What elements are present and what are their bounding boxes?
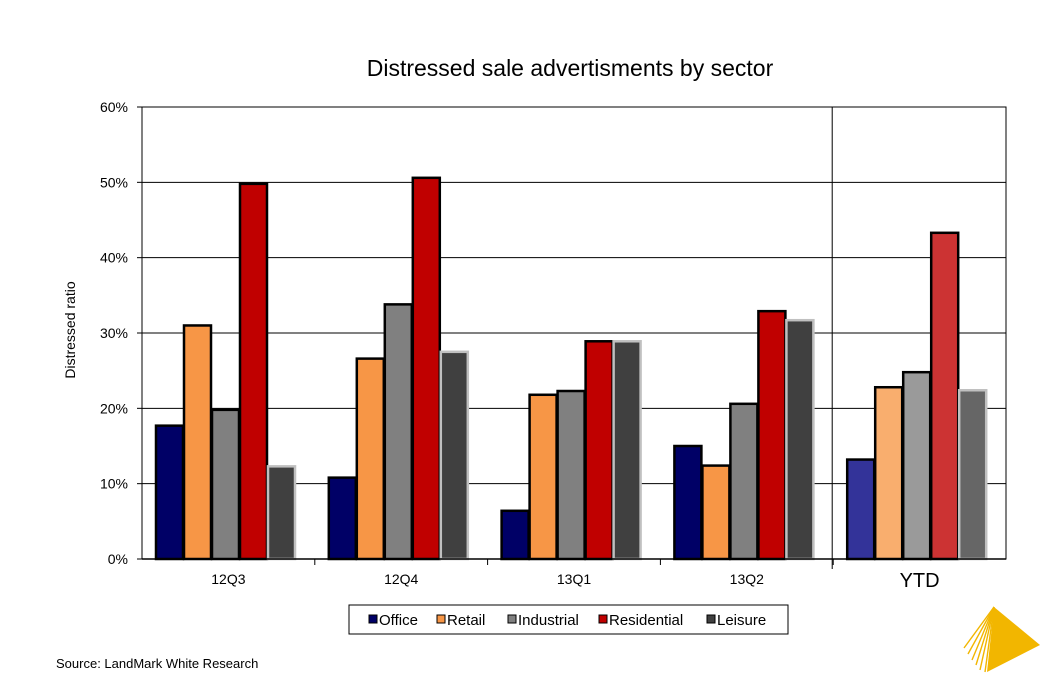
bar-residential-13q1 bbox=[584, 340, 614, 561]
x-tick-label: 13Q1 bbox=[557, 571, 591, 587]
bar-industrial-ytd bbox=[901, 370, 932, 561]
chart-title: Distressed sale advertisments by sector bbox=[367, 55, 774, 81]
bar-residential-12q3 bbox=[238, 182, 269, 561]
legend-label-residential: Residential bbox=[609, 612, 683, 629]
y-tick-label: 20% bbox=[100, 400, 128, 416]
bar-office-12q3 bbox=[154, 424, 185, 561]
legend-swatch-office bbox=[368, 614, 378, 624]
legend-label-leisure: Leisure bbox=[717, 612, 766, 629]
bar-retail-12q4 bbox=[355, 357, 386, 561]
bar-leisure-13q1 bbox=[612, 340, 642, 561]
legend-label-industrial: Industrial bbox=[518, 612, 579, 629]
bar-office-ytd bbox=[845, 458, 876, 561]
bar-retail-13q1 bbox=[528, 393, 558, 561]
y-tick-label: 50% bbox=[100, 174, 128, 190]
bar-leisure-12q3 bbox=[266, 465, 297, 561]
y-tick-label: 60% bbox=[100, 99, 128, 115]
y-tick-label: 0% bbox=[108, 551, 128, 567]
legend: Office Retail Industrial Residential Leisure bbox=[348, 604, 789, 635]
bar-retail-ytd bbox=[873, 385, 904, 561]
bar-industrial-13q1 bbox=[556, 389, 586, 561]
bar-retail-13q2 bbox=[701, 464, 731, 561]
bar-leisure-13q2 bbox=[785, 318, 815, 561]
legend-label-office: Office bbox=[379, 612, 418, 629]
bar-residential-ytd bbox=[929, 231, 960, 561]
legend-swatch-residential bbox=[598, 614, 608, 624]
x-tick-label: 12Q4 bbox=[384, 571, 418, 587]
x-tick-label: YTD bbox=[900, 570, 940, 592]
bar-residential-13q2 bbox=[757, 309, 787, 561]
legend-swatch-industrial bbox=[507, 614, 517, 624]
bar-residential-12q4 bbox=[411, 176, 442, 561]
y-tick-label: 30% bbox=[100, 325, 128, 341]
logo-icon bbox=[963, 606, 1040, 673]
bar-industrial-12q4 bbox=[383, 303, 414, 561]
bar-office-13q2 bbox=[673, 444, 703, 561]
y-tick-label: 10% bbox=[100, 476, 128, 492]
legend-swatch-retail bbox=[436, 614, 446, 624]
bar-office-12q4 bbox=[327, 476, 358, 561]
legend-label-retail: Retail bbox=[447, 612, 485, 629]
bar-retail-12q3 bbox=[182, 324, 213, 561]
y-axis-label: Distressed ratio bbox=[62, 281, 78, 378]
source-note: Source: LandMark White Research bbox=[56, 656, 259, 671]
plot-area: 0% 10% 20% 30% 40% 50% 60% 12Q3 12Q4 13Q1 13Q2 YTD bbox=[100, 99, 1007, 592]
bar-industrial-12q3 bbox=[210, 408, 241, 561]
bar-leisure-12q4 bbox=[439, 350, 470, 561]
y-tick-label: 40% bbox=[100, 250, 128, 266]
bar-leisure-ytd bbox=[957, 389, 988, 561]
legend-swatch-leisure bbox=[706, 614, 716, 624]
x-tick-label: 13Q2 bbox=[730, 571, 764, 587]
x-tick-label: 12Q3 bbox=[211, 571, 245, 587]
bar-office-13q1 bbox=[500, 509, 530, 561]
bar-industrial-13q2 bbox=[729, 402, 759, 561]
